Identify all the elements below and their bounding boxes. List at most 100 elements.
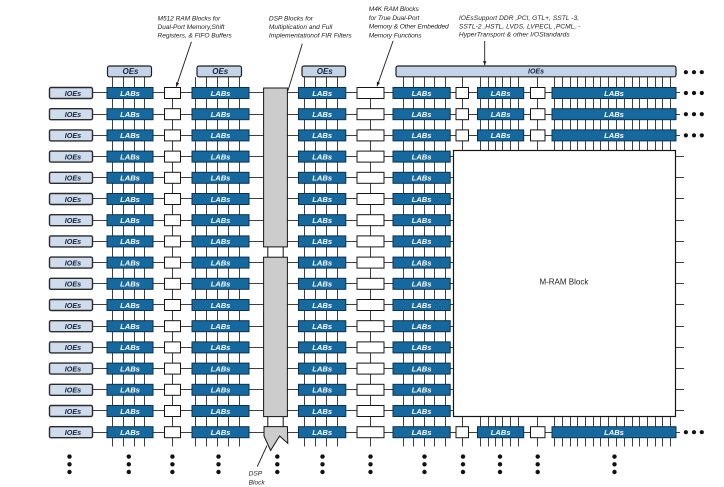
svg-text:LABs: LABs [211, 428, 231, 437]
svg-text:IOEs: IOEs [65, 89, 81, 98]
svg-text:LABs: LABs [312, 195, 332, 204]
svg-text:Block: Block [249, 480, 266, 487]
svg-text:LABs: LABs [120, 110, 140, 119]
svg-text:DSP: DSP [249, 470, 263, 477]
svg-text:LABs: LABs [211, 237, 231, 246]
svg-text:LABs: LABs [412, 237, 432, 246]
svg-text:IOEs: IOEs [65, 428, 81, 437]
svg-text:LABs: LABs [312, 364, 332, 373]
svg-text:LABs: LABs [412, 386, 432, 395]
svg-text:LABs: LABs [412, 258, 432, 267]
svg-text:LABs: LABs [120, 195, 140, 204]
svg-text:LABs: LABs [412, 280, 432, 289]
svg-text:IOEs: IOEs [65, 322, 81, 331]
svg-text:LABs: LABs [312, 407, 332, 416]
svg-text:IOEs: IOEs [65, 280, 81, 289]
svg-text:LABs: LABs [211, 195, 231, 204]
svg-text:LABs: LABs [120, 407, 140, 416]
svg-text:LABs: LABs [312, 216, 332, 225]
svg-text:LABs: LABs [312, 258, 332, 267]
svg-text:LABs: LABs [312, 174, 332, 183]
svg-text:LABs: LABs [120, 428, 140, 437]
svg-text:Memory Functions: Memory Functions [369, 32, 422, 39]
svg-text:LABs: LABs [412, 174, 432, 183]
svg-text:M-RAM Block: M-RAM Block [539, 277, 589, 286]
svg-text:LABs: LABs [412, 131, 432, 140]
svg-text:LABs: LABs [120, 343, 140, 352]
svg-text:LABs: LABs [211, 343, 231, 352]
svg-text:LABs: LABs [412, 364, 432, 373]
svg-text:Memory & Other Embedded: Memory & Other Embedded [369, 24, 449, 31]
svg-text:LABs: LABs [604, 89, 624, 98]
svg-text:LABs: LABs [120, 322, 140, 331]
svg-text:LABs: LABs [312, 386, 332, 395]
svg-text:IOEs: IOEs [65, 195, 81, 204]
svg-text:LABs: LABs [211, 364, 231, 373]
svg-text:LABs: LABs [211, 301, 231, 310]
svg-text:LABs: LABs [120, 301, 140, 310]
svg-text:OEs: OEs [212, 67, 229, 76]
svg-text:IOEsSupport DDR ,PCI, GTL+, SS: IOEsSupport DDR ,PCI, GTL+, SSTL -3, [459, 15, 579, 22]
svg-text:IOEs: IOEs [65, 174, 81, 183]
svg-text:LABs: LABs [120, 386, 140, 395]
svg-text:LABs: LABs [312, 301, 332, 310]
svg-text:LABs: LABs [312, 322, 332, 331]
svg-text:OEs: OEs [122, 67, 139, 76]
svg-text:LABs: LABs [491, 89, 511, 98]
svg-text:DSP Blocks for: DSP Blocks for [269, 16, 314, 23]
svg-text:LABs: LABs [604, 131, 624, 140]
svg-text:LABs: LABs [120, 216, 140, 225]
svg-text:SSTL-2 ,HSTL, LVDS, LVPECL ,PC: SSTL-2 ,HSTL, LVDS, LVPECL ,PCML, - [459, 24, 581, 31]
svg-text:Dual-Port Memory,Shift: Dual-Port Memory,Shift [158, 24, 226, 31]
svg-text:LABs: LABs [604, 428, 624, 437]
svg-text:LABs: LABs [491, 110, 511, 119]
svg-text:IOEs: IOEs [65, 343, 81, 352]
svg-text:LABs: LABs [211, 258, 231, 267]
svg-text:IOEs: IOEs [65, 364, 81, 373]
svg-text:LABs: LABs [312, 110, 332, 119]
svg-text:IOEs: IOEs [528, 69, 544, 76]
svg-text:M512 RAM Blocks for: M512 RAM Blocks for [158, 16, 222, 23]
svg-text:LABs: LABs [120, 258, 140, 267]
svg-text:IOEs: IOEs [65, 386, 81, 395]
svg-text:LABs: LABs [412, 152, 432, 161]
svg-text:LABs: LABs [120, 280, 140, 289]
svg-text:IOEs: IOEs [65, 301, 81, 310]
svg-text:LABs: LABs [312, 152, 332, 161]
svg-text:Multiplication and Full: Multiplication and Full [269, 24, 333, 31]
svg-text:LABs: LABs [211, 280, 231, 289]
svg-text:LABs: LABs [120, 131, 140, 140]
svg-text:for True Dual-Port: for True Dual-Port [369, 15, 421, 22]
svg-text:LABs: LABs [412, 301, 432, 310]
svg-text:LABs: LABs [211, 152, 231, 161]
svg-text:IOEs: IOEs [65, 152, 81, 161]
svg-text:LABs: LABs [120, 152, 140, 161]
svg-text:LABs: LABs [312, 428, 332, 437]
svg-text:Implementationof FIR Filters: Implementationof FIR Filters [269, 32, 353, 39]
svg-text:LABs: LABs [412, 428, 432, 437]
svg-text:LABs: LABs [412, 216, 432, 225]
svg-text:LABs: LABs [412, 110, 432, 119]
svg-text:LABs: LABs [120, 237, 140, 246]
svg-text:LABs: LABs [120, 364, 140, 373]
svg-text:LABs: LABs [412, 195, 432, 204]
svg-text:HyperTransport & other I/OStan: HyperTransport & other I/OStandards [459, 32, 570, 39]
svg-text:OEs: OEs [317, 67, 334, 76]
svg-text:IOEs: IOEs [65, 258, 81, 267]
svg-text:LABs: LABs [312, 237, 332, 246]
svg-text:LABs: LABs [412, 322, 432, 331]
svg-text:LABs: LABs [491, 131, 511, 140]
svg-text:LABs: LABs [211, 131, 231, 140]
svg-text:LABs: LABs [211, 174, 231, 183]
svg-text:LABs: LABs [211, 216, 231, 225]
svg-text:LABs: LABs [312, 280, 332, 289]
svg-text:LABs: LABs [120, 89, 140, 98]
svg-text:LABs: LABs [120, 174, 140, 183]
svg-text:M4K RAM Blocks: M4K RAM Blocks [369, 6, 420, 13]
svg-text:LABs: LABs [412, 407, 432, 416]
svg-text:IOEs: IOEs [65, 110, 81, 119]
svg-text:LABs: LABs [491, 428, 511, 437]
svg-text:LABs: LABs [211, 322, 231, 331]
svg-text:LABs: LABs [412, 343, 432, 352]
svg-text:Registers, & FIFO Buffers: Registers, & FIFO Buffers [158, 32, 233, 39]
